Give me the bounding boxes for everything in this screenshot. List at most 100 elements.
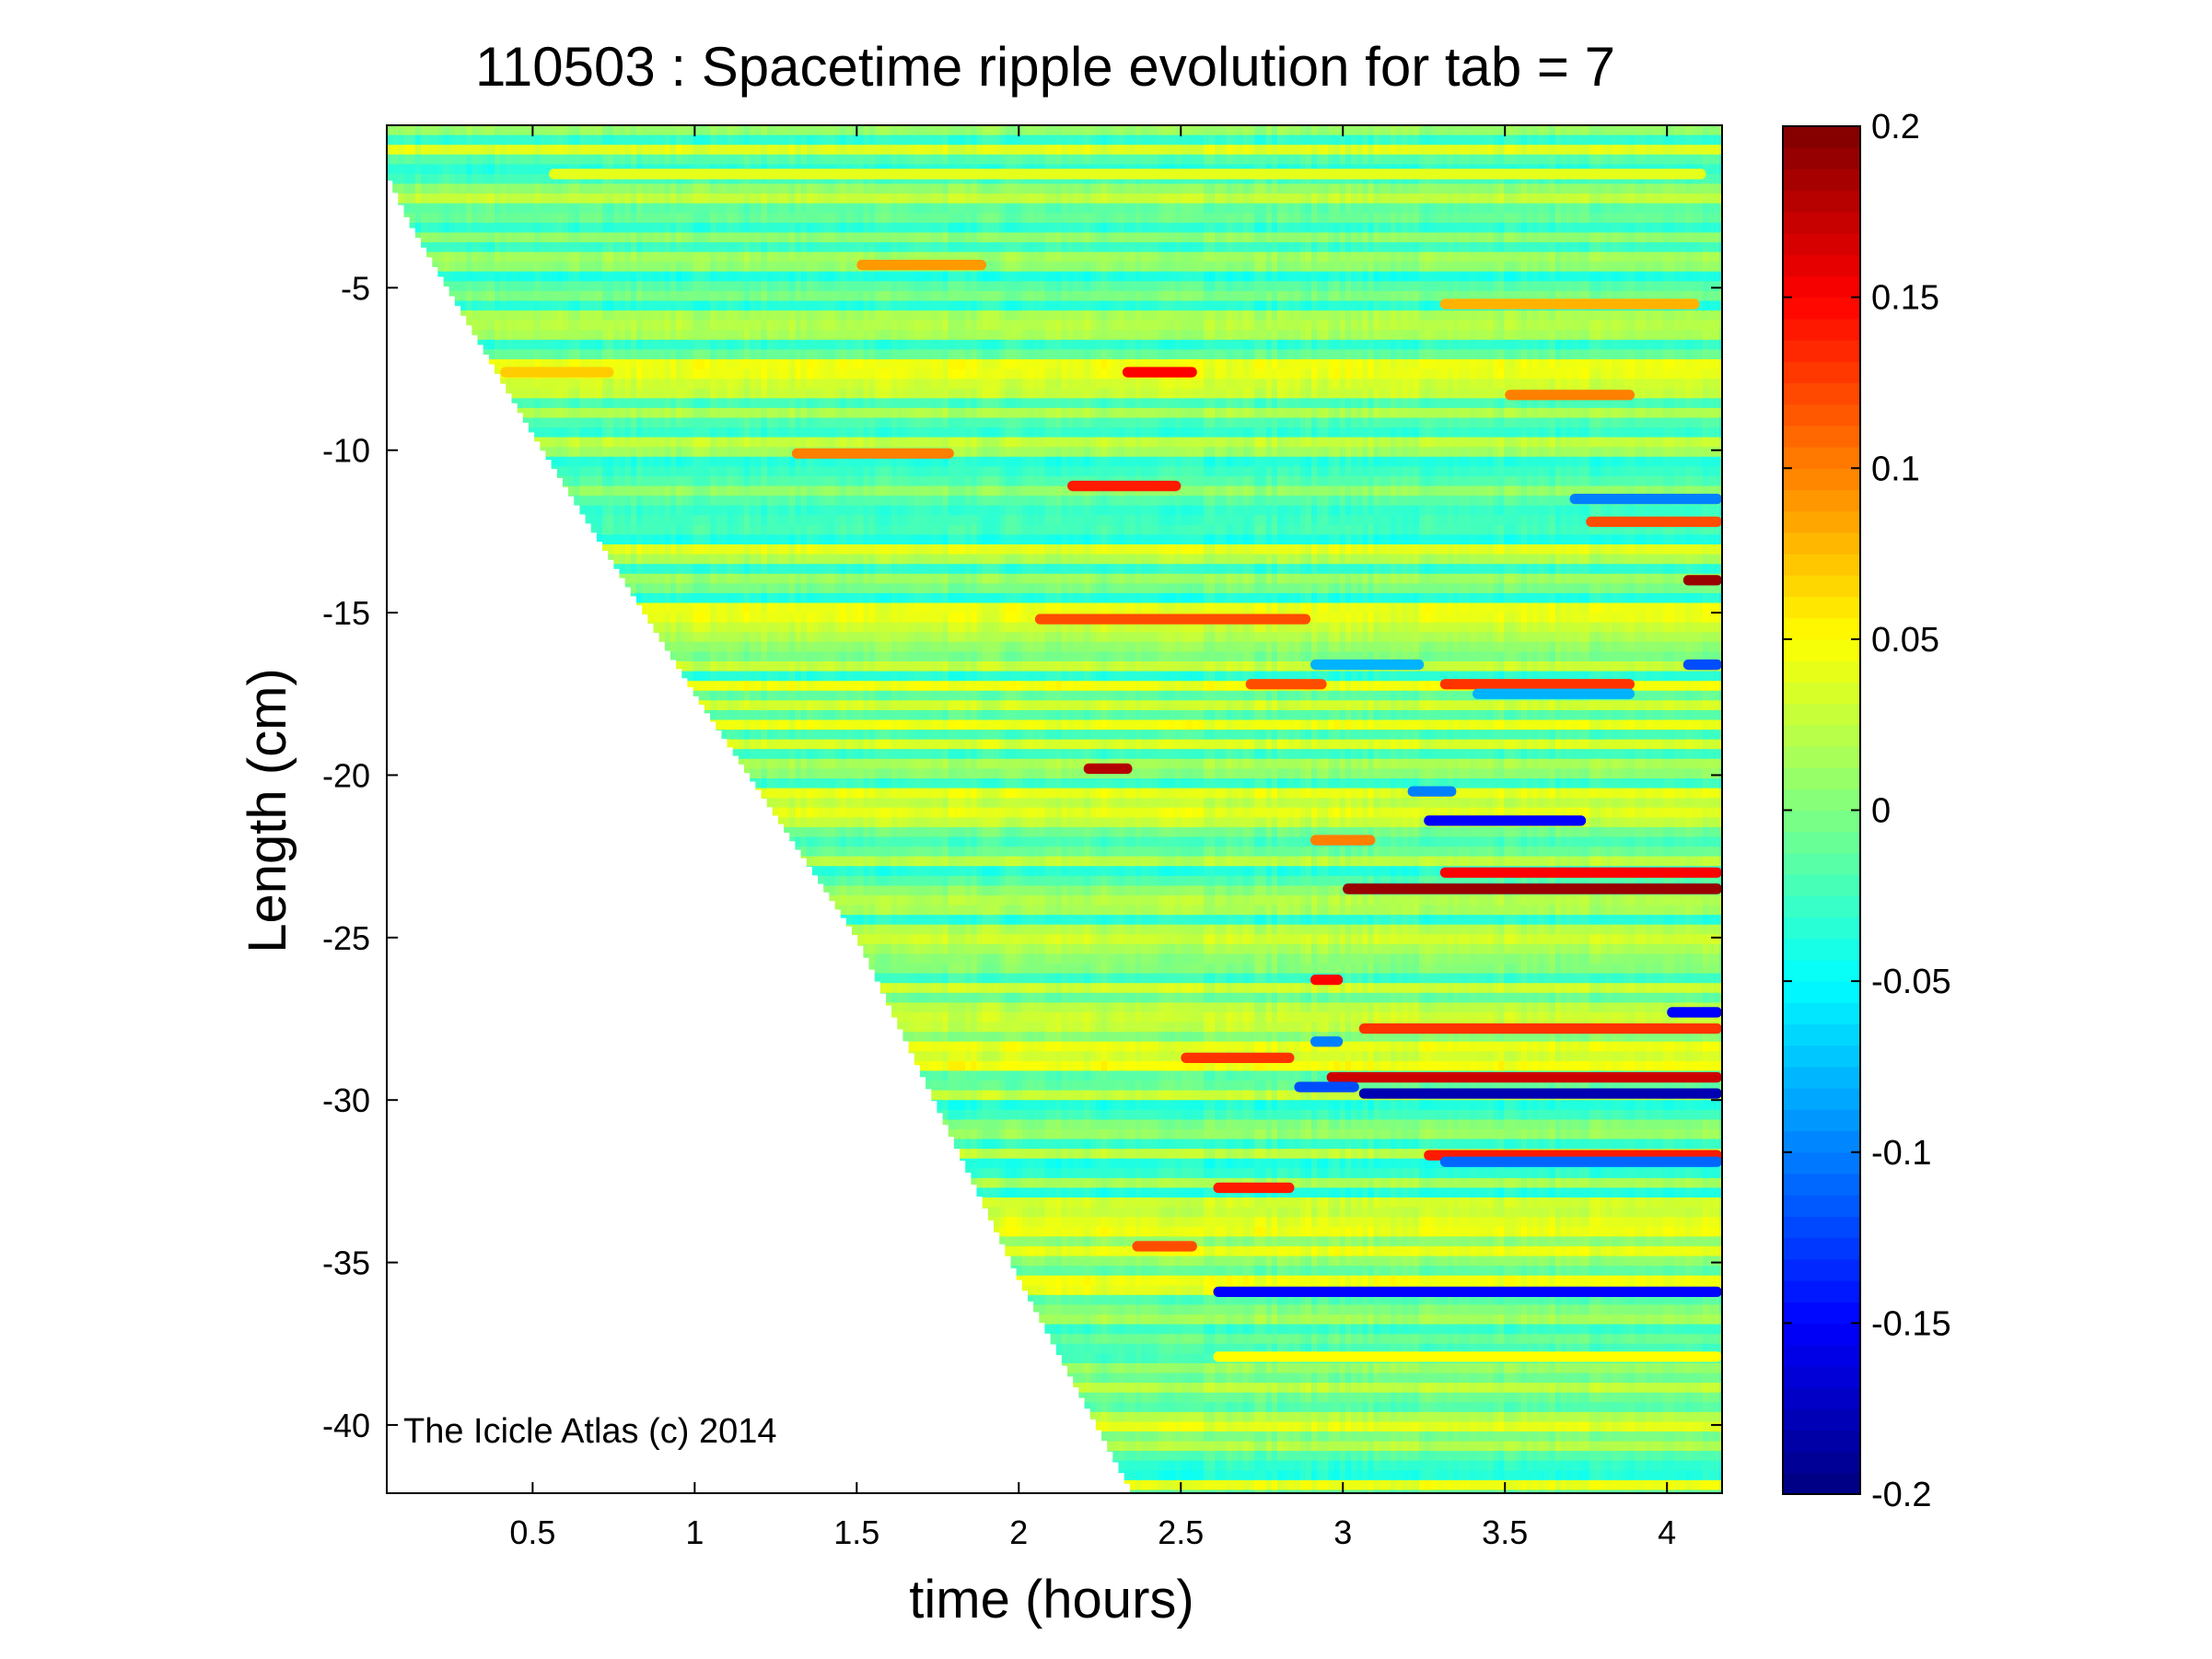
heatmap-cell: [886, 895, 892, 905]
heatmap-cell: [880, 408, 887, 418]
heatmap-cell: [728, 457, 734, 467]
heatmap-cell: [807, 749, 813, 759]
heatmap-cell: [818, 808, 824, 818]
heatmap-cell: [699, 515, 705, 525]
heatmap-cell: [670, 252, 677, 263]
heatmap-cell: [773, 272, 779, 282]
heatmap-cell: [676, 232, 682, 242]
heatmap-cell: [659, 613, 666, 623]
heatmap-cell: [807, 301, 813, 311]
heatmap-cell: [636, 242, 643, 252]
heatmap-cell: [920, 389, 926, 399]
heatmap-cell: [829, 555, 835, 565]
heatmap-cell: [846, 632, 853, 642]
heatmap-cell: [891, 476, 898, 486]
heatmap-cell: [841, 242, 847, 252]
heatmap-cell: [914, 847, 921, 857]
heatmap-cell: [568, 281, 575, 291]
heatmap-cell: [716, 457, 722, 467]
heatmap-cell: [846, 740, 853, 750]
heatmap-cell: [744, 340, 751, 350]
heatmap-cell: [534, 223, 541, 233]
heatmap-cell: [926, 291, 932, 301]
heatmap-cell: [762, 564, 768, 574]
heatmap-cell: [506, 232, 512, 242]
heatmap-cell: [762, 466, 768, 476]
heatmap-cell: [857, 398, 864, 408]
heatmap-cell: [852, 827, 858, 837]
heatmap-cell: [755, 740, 762, 750]
heatmap-cell: [920, 534, 926, 544]
heatmap-cell: [704, 466, 711, 476]
heatmap-cell: [597, 281, 603, 291]
heatmap-cell: [647, 389, 654, 399]
heatmap-cell: [495, 330, 501, 340]
heatmap-cell: [506, 145, 512, 155]
heatmap-cell: [807, 281, 813, 291]
heatmap-cell: [897, 369, 903, 380]
heatmap-cell: [586, 340, 592, 350]
heatmap-cell: [903, 885, 910, 895]
heatmap-cell: [863, 651, 869, 661]
heatmap-cell: [681, 418, 688, 428]
heatmap-cell: [716, 623, 722, 633]
heatmap-cell: [687, 623, 693, 633]
heatmap-cell: [789, 330, 796, 340]
heatmap-cell: [857, 408, 864, 418]
heatmap-cell: [886, 672, 892, 682]
heatmap-cell: [841, 184, 847, 194]
heatmap-cell: [404, 164, 411, 174]
heatmap-cell: [704, 184, 711, 194]
heatmap-cell: [739, 466, 745, 476]
heatmap-cell: [778, 642, 785, 652]
heatmap-cell: [795, 272, 801, 282]
heatmap-cell: [863, 466, 869, 476]
heatmap-cell: [846, 905, 853, 916]
heatmap-cell: [789, 837, 796, 842]
heatmap-cell: [613, 232, 620, 242]
heatmap-cell: [659, 466, 666, 476]
heatmap-cell: [846, 555, 853, 565]
heatmap-cell: [710, 457, 716, 467]
heatmap-cell: [789, 544, 796, 555]
heatmap-cell: [897, 155, 903, 165]
heatmap-cell: [721, 418, 728, 428]
heatmap-cell: [579, 349, 586, 359]
heatmap-cell: [460, 272, 467, 282]
heatmap-cell: [897, 301, 903, 311]
heatmap-cell: [891, 672, 898, 682]
heatmap-cell: [620, 213, 626, 223]
heatmap-cell: [920, 944, 926, 954]
heatmap-cell: [903, 408, 910, 418]
heatmap-cell: [875, 768, 881, 778]
heatmap-cell: [586, 496, 592, 506]
heatmap-cell: [857, 759, 864, 769]
heatmap-cell: [897, 398, 903, 408]
heatmap-cell: [818, 603, 824, 613]
heatmap-cell: [841, 310, 847, 321]
heatmap-cell: [909, 193, 915, 204]
heatmap-cell: [579, 379, 586, 389]
heatmap-cell: [897, 661, 903, 672]
heatmap-cell: [750, 242, 756, 252]
heatmap-cell: [665, 632, 671, 642]
heatmap-cell: [625, 447, 632, 457]
heatmap-cell: [449, 213, 456, 223]
heatmap-cell: [823, 301, 830, 311]
heatmap-cell: [869, 555, 876, 565]
heatmap-cell: [665, 242, 671, 252]
heatmap-cell: [829, 837, 835, 847]
heatmap-cell: [721, 301, 728, 311]
heatmap-cell: [875, 583, 881, 593]
heatmap-cell: [852, 837, 858, 847]
heatmap-cell: [665, 427, 671, 438]
heatmap-cell: [807, 193, 813, 204]
heatmap-cell: [750, 408, 756, 418]
heatmap-cell: [886, 583, 892, 593]
heatmap-cell: [903, 730, 910, 740]
heatmap-cell: [818, 349, 824, 359]
heatmap-cell: [903, 155, 910, 165]
heatmap-cell: [552, 204, 558, 214]
heatmap-cell: [909, 223, 915, 233]
heatmap-cell: [891, 155, 898, 165]
